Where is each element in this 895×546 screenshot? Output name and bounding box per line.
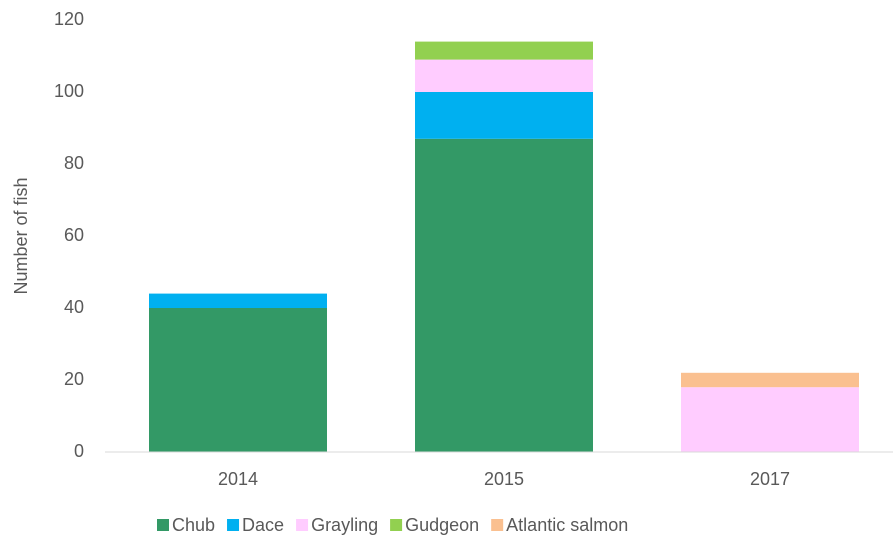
y-tick-label: 60 (64, 225, 84, 245)
legend-swatch (390, 519, 403, 531)
y-axis-label: Number of fish (11, 177, 31, 294)
y-tick-label: 20 (64, 369, 84, 389)
legend-swatch (296, 519, 309, 531)
legend-swatch (227, 519, 240, 531)
y-tick-label: 80 (64, 153, 84, 173)
legend-swatch (491, 519, 504, 531)
legend-swatch (157, 519, 169, 531)
y-tick-label: 0 (74, 441, 84, 461)
bar-segment (149, 293, 327, 308)
legend-label: Grayling (311, 515, 378, 535)
bar-segment (681, 387, 859, 452)
y-tick-label: 100 (54, 81, 84, 101)
y-tick-label: 40 (64, 297, 84, 317)
legend-label: Dace (242, 515, 284, 535)
legend-label: Chub (172, 515, 215, 535)
bar-segment (149, 308, 327, 452)
x-tick-label: 2014 (218, 469, 258, 489)
x-tick-label: 2017 (750, 469, 790, 489)
bar-segment (415, 59, 593, 92)
bar-segment (415, 41, 593, 60)
legend-label: Gudgeon (405, 515, 479, 535)
bar-segment (681, 372, 859, 388)
bar-segment (415, 92, 593, 139)
y-tick-label: 120 (54, 9, 84, 29)
legend-label: Atlantic salmon (506, 515, 628, 535)
x-tick-label: 2015 (484, 469, 524, 489)
bar-segment (415, 138, 593, 453)
